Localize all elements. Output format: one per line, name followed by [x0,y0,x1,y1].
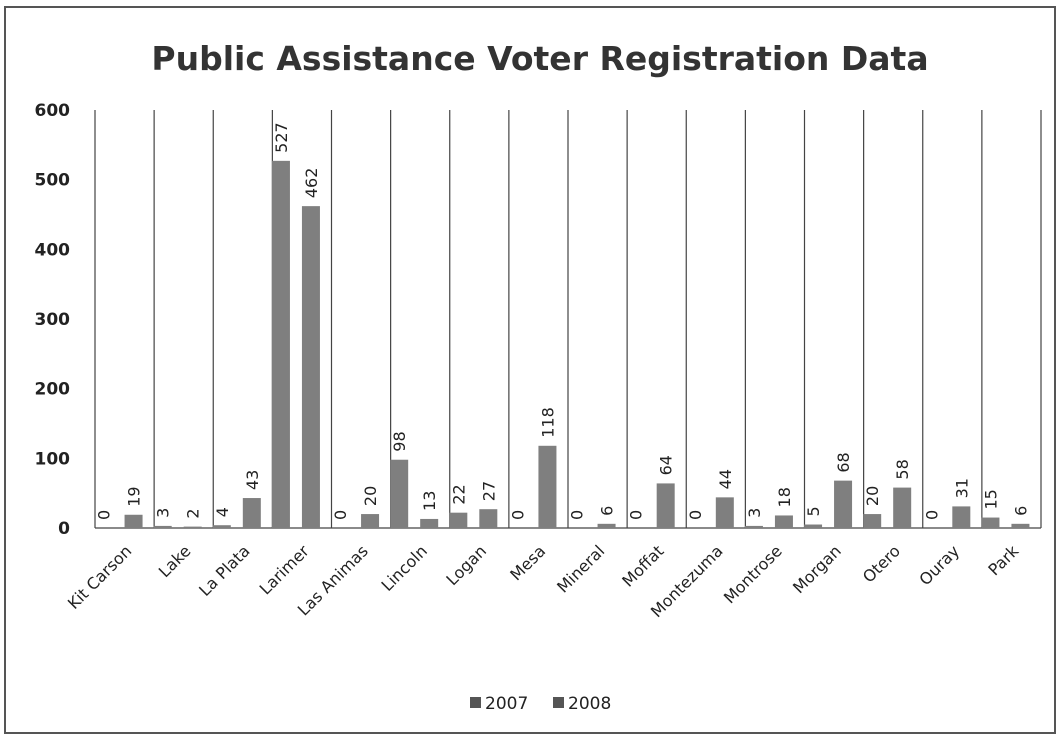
bar-2007 [863,514,882,528]
bar-2007 [449,512,468,528]
category-label: Park [984,541,1022,579]
data-label: 98 [390,431,409,451]
category-label: Larimer [256,541,313,598]
bar-2008 [952,506,971,528]
chart-title: Public Assistance Voter Registration Dat… [151,39,928,78]
data-label: 13 [420,491,439,511]
data-label: 2 [184,508,203,518]
data-label: 43 [243,470,262,490]
category-label: Morgan [789,541,845,597]
bar-2008 [479,509,498,528]
category-label: Mineral [553,541,608,596]
data-label: 58 [893,459,912,479]
data-label: 462 [302,168,321,199]
data-label: 6 [598,506,617,516]
legend-swatch [553,697,564,708]
data-label: 0 [922,510,941,520]
data-label: 3 [745,508,764,518]
bar-2007 [153,525,172,528]
data-label: 0 [686,510,705,520]
bar-2008 [893,487,912,528]
category-label: Ouray [915,541,963,589]
chart-frame [4,6,1056,734]
category-label: Logan [442,541,490,589]
bar-2008 [420,518,439,528]
y-tick-label: 100 [35,449,71,469]
data-label: 20 [863,486,882,506]
bar-2008 [301,206,320,528]
data-label: 3 [154,508,173,518]
category-label: Lincoln [378,541,432,595]
bar-2008 [715,497,734,528]
data-label: 15 [981,489,1000,509]
data-label: 19 [125,486,144,506]
category-label: Moffat [618,541,667,590]
category-label: La Plata [195,541,254,600]
data-label: 6 [1011,506,1030,516]
bar-2007 [804,524,823,528]
chart-legend: 2007 2008 [470,694,611,714]
bar-2008 [834,480,853,528]
y-tick-label: 400 [35,240,71,260]
y-axis-ticks: 0 100 200 300 400 500 600 [35,101,71,539]
category-label: Mesa [506,541,549,584]
data-label: 5 [804,506,823,516]
data-label: 0 [331,510,350,520]
data-label: 64 [657,455,676,475]
bar-2007 [981,517,1000,528]
data-label: 68 [834,452,853,472]
bar-2008 [242,498,261,528]
category-label: Otero [859,541,904,586]
chart-bars [124,160,1030,528]
bar-2008 [774,515,793,528]
data-label: 18 [775,487,794,507]
bar-2008 [597,523,616,528]
data-label: 0 [627,510,646,520]
y-tick-label: 200 [35,380,71,400]
category-label: Kit Carson [64,541,136,613]
bar-2007 [212,525,231,528]
data-label: 22 [449,484,468,504]
data-label: 27 [479,481,498,501]
bar-2008 [124,514,143,528]
bar-2008 [361,514,380,528]
y-tick-label: 600 [35,101,71,121]
bar-2007 [390,459,409,528]
data-label: 44 [716,469,735,489]
data-label: 20 [361,486,380,506]
data-label: 118 [538,407,557,438]
bar-2008 [538,445,557,528]
bar-2007 [271,160,290,528]
category-label: Lake [155,541,195,581]
data-label: 0 [95,510,114,520]
data-label: 31 [952,478,971,498]
data-label: 0 [508,510,527,520]
data-label: 527 [272,122,291,153]
y-tick-label: 0 [58,519,70,539]
bar-2007 [744,525,763,528]
legend-swatch [470,697,481,708]
legend-label: 2008 [568,694,611,714]
y-tick-label: 500 [35,171,71,191]
legend-label: 2007 [485,694,528,714]
bar-2008 [1011,523,1030,528]
y-tick-label: 300 [35,310,71,330]
bar-2008 [183,526,202,528]
data-label: 0 [568,510,587,520]
bar-2008 [656,483,675,528]
data-label: 4 [213,507,232,517]
category-label: Montrose [720,541,786,607]
